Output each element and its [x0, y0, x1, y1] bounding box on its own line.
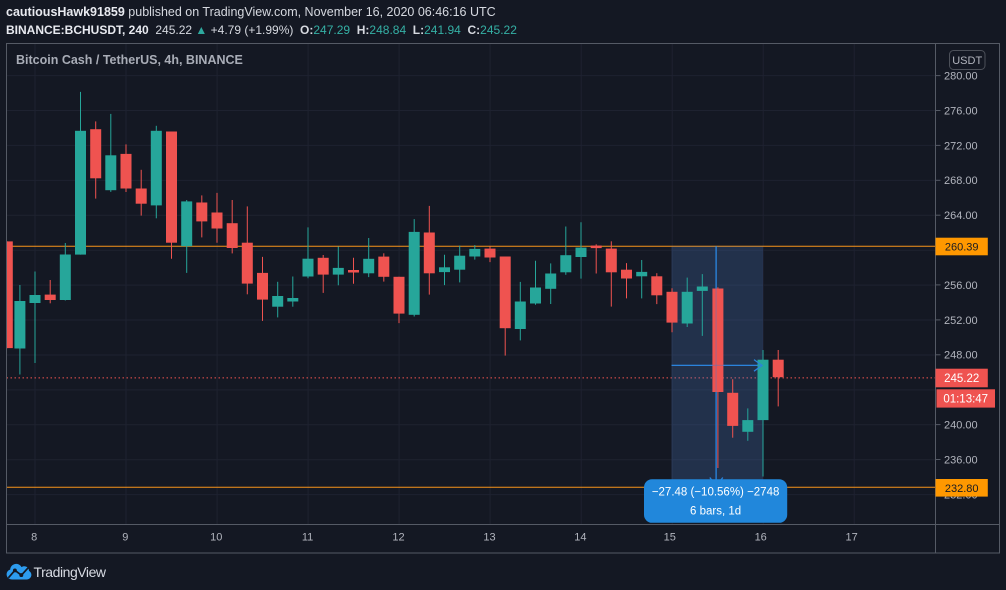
svg-text:245.22: 245.22 [944, 373, 979, 385]
svg-text:280.00: 280.00 [944, 71, 978, 83]
svg-text:12: 12 [392, 532, 404, 544]
svg-text:9: 9 [122, 532, 128, 544]
svg-text:16: 16 [755, 532, 767, 544]
svg-text:252.00: 252.00 [944, 315, 978, 327]
svg-text:15: 15 [664, 532, 676, 544]
svg-text:6 bars, 1d: 6 bars, 1d [690, 506, 741, 518]
svg-text:268.00: 268.00 [944, 175, 978, 187]
svg-text:8: 8 [31, 532, 37, 544]
svg-text:01:13:47: 01:13:47 [943, 393, 988, 405]
svg-text:240.00: 240.00 [944, 420, 978, 432]
svg-text:17: 17 [845, 532, 857, 544]
svg-text:260.39: 260.39 [945, 242, 979, 254]
svg-text:11: 11 [302, 532, 313, 544]
svg-text:264.00: 264.00 [944, 210, 978, 222]
svg-text:248.00: 248.00 [944, 350, 978, 362]
svg-text:272.00: 272.00 [944, 140, 978, 152]
svg-text:232.80: 232.80 [945, 483, 979, 495]
svg-text:13: 13 [483, 532, 495, 544]
svg-text:10: 10 [210, 532, 222, 544]
svg-text:276.00: 276.00 [944, 105, 978, 117]
svg-text:236.00: 236.00 [944, 454, 978, 466]
svg-text:−27.48 (−10.56%) −2748: −27.48 (−10.56%) −2748 [652, 486, 780, 498]
svg-text:256.00: 256.00 [944, 280, 978, 292]
svg-text:14: 14 [574, 532, 586, 544]
svg-text:USDT: USDT [952, 55, 982, 67]
